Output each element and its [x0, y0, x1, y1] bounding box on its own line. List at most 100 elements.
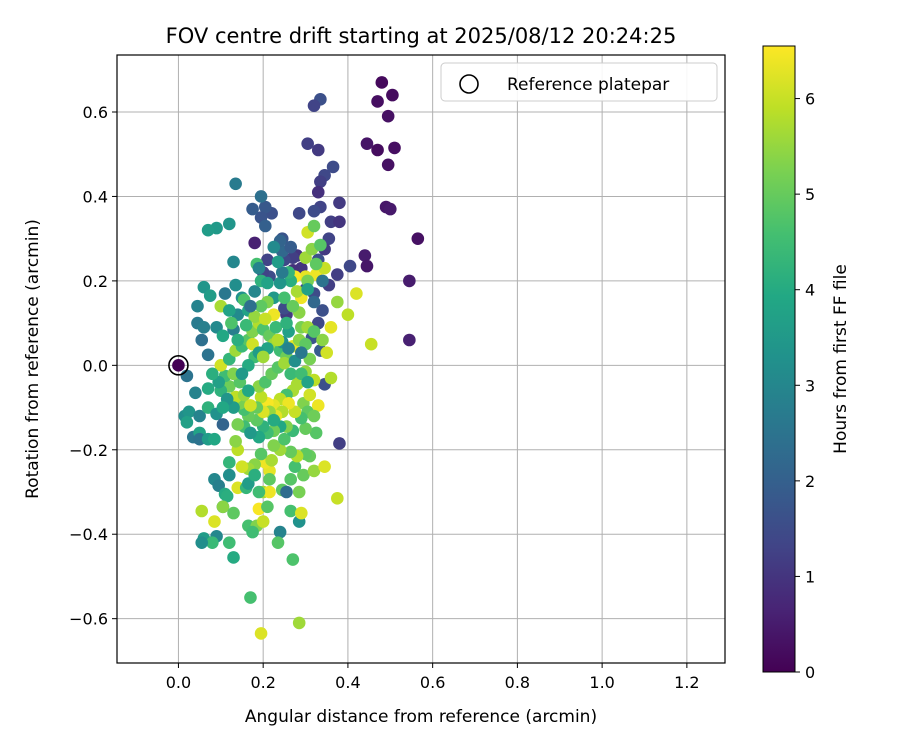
- data-point: [326, 160, 340, 174]
- data-point: [195, 536, 209, 549]
- data-point: [360, 137, 374, 150]
- data-point: [375, 76, 389, 89]
- data-point: [271, 536, 285, 549]
- data-point: [299, 422, 312, 435]
- data-point: [303, 388, 317, 402]
- data-point: [235, 367, 249, 381]
- data-point: [324, 371, 338, 385]
- x-tick-label: 0.6: [420, 673, 445, 692]
- data-point: [252, 261, 266, 275]
- colorbar-tick-label: 0: [805, 663, 815, 682]
- x-tick-label: 1.0: [589, 673, 614, 692]
- data-point: [239, 318, 253, 332]
- data-point: [248, 285, 262, 298]
- data-point: [381, 109, 395, 123]
- x-tick-label: 0.2: [250, 673, 275, 692]
- data-point: [225, 316, 238, 330]
- data-point: [280, 316, 293, 330]
- data-point: [216, 500, 230, 514]
- data-point: [246, 525, 259, 539]
- data-point: [301, 137, 314, 150]
- data-point: [229, 435, 242, 448]
- data-point: [261, 500, 274, 514]
- data-point: [248, 468, 262, 482]
- data-point: [206, 536, 219, 549]
- data-points: [172, 76, 425, 640]
- data-point: [180, 369, 194, 383]
- data-point: [307, 325, 321, 338]
- legend: Reference platepar: [440, 62, 718, 102]
- data-point: [411, 232, 425, 245]
- data-point: [286, 553, 300, 566]
- data-point: [216, 418, 230, 431]
- data-point: [222, 536, 236, 549]
- data-point: [284, 240, 298, 254]
- x-tick-label: 1.2: [674, 673, 699, 692]
- data-point: [254, 627, 268, 640]
- data-point: [301, 283, 314, 296]
- data-point: [278, 291, 291, 305]
- data-point: [284, 367, 298, 381]
- data-point: [292, 616, 306, 630]
- data-point: [254, 447, 268, 461]
- data-point: [222, 456, 236, 469]
- data-point: [358, 249, 372, 262]
- data-point: [282, 342, 295, 355]
- legend-box: [440, 62, 718, 102]
- data-point: [256, 350, 270, 364]
- data-point: [208, 515, 221, 528]
- data-point: [263, 473, 276, 486]
- data-point: [254, 390, 268, 404]
- data-point: [360, 259, 374, 273]
- colorbar-ticks: 0 1 2 3 4 5 6: [795, 90, 815, 682]
- data-point: [180, 416, 194, 429]
- data-point: [254, 299, 268, 313]
- data-point: [316, 304, 329, 317]
- data-point: [182, 405, 196, 419]
- legend-label-reference: Reference platepar: [507, 75, 669, 95]
- plot-frame: [116, 54, 726, 664]
- data-point: [324, 321, 338, 334]
- data-point: [201, 382, 215, 395]
- data-point: [208, 432, 221, 446]
- data-point: [316, 333, 329, 347]
- data-point: [265, 454, 278, 467]
- data-point: [343, 259, 357, 273]
- data-point: [350, 287, 363, 300]
- data-point: [227, 255, 240, 269]
- colorbar-tick-label: 4: [805, 281, 815, 300]
- data-point: [290, 285, 304, 298]
- data-point: [307, 409, 321, 423]
- data-point: [244, 399, 257, 412]
- data-point: [222, 217, 236, 231]
- y-tick-label: 0.2: [83, 272, 108, 291]
- data-point: [193, 409, 206, 423]
- data-point: [311, 399, 325, 412]
- legend-marker-reference: [459, 74, 479, 94]
- data-point: [311, 143, 325, 157]
- data-point: [333, 196, 346, 210]
- data-point: [290, 378, 304, 391]
- data-point: [227, 551, 240, 564]
- data-point: [229, 177, 242, 191]
- data-point: [278, 432, 291, 446]
- colorbar: [762, 45, 796, 673]
- data-point: [248, 310, 262, 324]
- data-point: [316, 274, 329, 288]
- colorbar-tick-label: 5: [805, 185, 815, 204]
- data-point: [218, 287, 232, 300]
- data-point: [371, 95, 384, 108]
- data-point: [244, 426, 257, 440]
- y-tick-label: −0.6: [69, 610, 108, 629]
- data-point: [388, 141, 401, 155]
- data-point: [288, 460, 302, 473]
- data-point: [231, 418, 245, 431]
- data-point: [292, 485, 306, 499]
- data-point: [267, 413, 281, 427]
- data-point: [222, 468, 236, 482]
- data-point: [311, 185, 325, 199]
- data-point: [216, 329, 230, 343]
- data-point: [292, 207, 306, 220]
- y-tick-label: 0.0: [83, 356, 108, 375]
- data-point: [222, 304, 236, 317]
